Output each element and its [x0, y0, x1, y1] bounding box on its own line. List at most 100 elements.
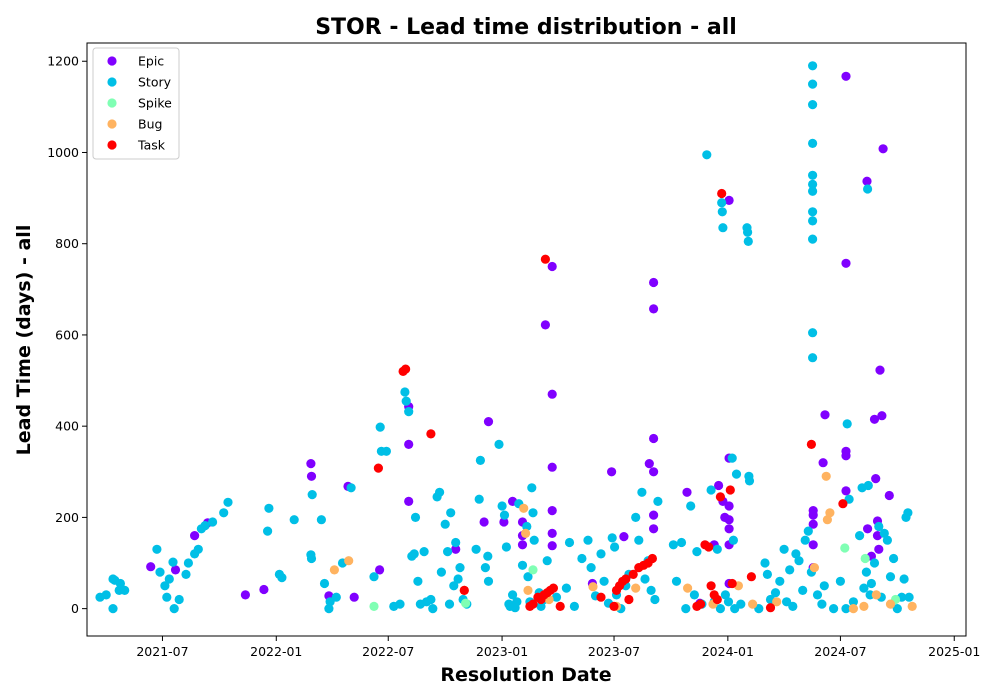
point-story-15 [174, 594, 184, 605]
point-epic-58 [820, 410, 830, 420]
point-story-129 [692, 547, 702, 557]
point-story-202 [889, 553, 899, 564]
point-story-134 [712, 544, 722, 554]
point-task-21 [624, 594, 634, 605]
point-story-193 [863, 480, 873, 491]
point-epic-61 [841, 258, 851, 268]
x-tick-label-6: 2024-07 [814, 644, 866, 659]
point-story-191 [861, 567, 872, 577]
point-story-71 [471, 544, 481, 554]
point-spike-0 [369, 601, 379, 612]
point-bug-1 [344, 556, 354, 566]
point-task-38 [746, 572, 757, 582]
point-story-57 [428, 604, 438, 614]
point-story-10 [160, 581, 170, 591]
point-epic-22 [517, 540, 528, 550]
y-tick-label-4: 800 [55, 236, 79, 251]
point-story-195 [866, 578, 877, 589]
point-story-40 [369, 572, 379, 582]
point-story-54 [419, 547, 429, 557]
point-story-208 [904, 592, 914, 602]
point-story-78 [497, 501, 507, 511]
point-story-85 [512, 597, 522, 607]
legend: Epic Story Spike Bug Task [92, 47, 180, 160]
point-epic-59 [818, 458, 828, 468]
point-story-16 [181, 569, 191, 580]
y-tick-label-0: 0 [71, 601, 79, 616]
point-story-45 [395, 599, 405, 609]
point-story-203 [892, 604, 902, 614]
point-story-141 [727, 453, 737, 463]
point-bug-16 [809, 563, 820, 573]
point-task-4 [459, 585, 469, 596]
point-task-13 [548, 583, 559, 593]
point-story-12 [164, 574, 174, 584]
point-task-22 [628, 569, 638, 580]
point-story-66 [451, 537, 461, 548]
point-story-124 [671, 576, 682, 586]
point-epic-48 [724, 501, 734, 511]
point-story-13 [168, 557, 178, 567]
point-story-76 [483, 576, 494, 586]
point-bug-8 [588, 582, 598, 592]
point-epic-36 [649, 433, 659, 444]
x-tick-label-1: 2022-01 [250, 644, 302, 659]
point-story-23 [219, 508, 229, 518]
y-tick-label-3: 600 [55, 327, 79, 342]
point-epic-7 [306, 471, 317, 481]
point-story-160 [788, 601, 798, 612]
legend-label-epic: Epic [138, 54, 164, 69]
point-story-176 [808, 234, 818, 244]
point-story-157 [779, 544, 789, 554]
point-task-35 [717, 188, 727, 199]
point-story-98 [551, 592, 562, 602]
point-story-1 [101, 590, 111, 600]
point-task-37 [727, 578, 737, 589]
point-epic-28 [547, 528, 557, 539]
legend-label-bug: Bug [138, 117, 162, 132]
point-epic-43 [714, 480, 724, 491]
point-story-14 [169, 604, 179, 614]
point-bug-21 [859, 601, 869, 612]
point-bug-14 [748, 599, 758, 609]
point-story-169 [808, 100, 818, 110]
point-epic-70 [874, 544, 884, 554]
legend-marker-story [107, 77, 117, 87]
point-story-59 [435, 487, 445, 497]
point-task-16 [609, 601, 619, 612]
point-bug-17 [821, 471, 831, 481]
point-story-31 [306, 553, 317, 564]
legend-marker-spike [107, 98, 117, 108]
y-tick-label-5: 1000 [47, 145, 79, 160]
point-story-177 [808, 328, 818, 338]
point-story-121 [650, 594, 660, 605]
point-story-21 [200, 521, 210, 531]
point-story-144 [731, 469, 742, 479]
point-spike-1 [461, 598, 471, 608]
point-bug-23 [885, 599, 896, 609]
points-layer [95, 61, 917, 614]
point-epic-34 [649, 277, 659, 288]
point-story-8 [152, 544, 162, 554]
point-bug-19 [825, 508, 835, 518]
point-task-15 [596, 592, 606, 602]
point-epic-55 [808, 519, 818, 529]
point-story-126 [681, 604, 691, 614]
point-story-101 [569, 601, 580, 612]
point-task-26 [647, 553, 658, 564]
point-story-147 [743, 227, 753, 237]
point-story-52 [413, 576, 423, 586]
y-axis-label: Lead Time (days) - all [13, 225, 35, 456]
point-story-118 [640, 574, 650, 584]
point-epic-67 [871, 474, 881, 484]
point-epic-33 [644, 459, 654, 469]
x-axis-ticks: 2021-07 2022-01 2022-07 2023-01 2023-07 2024-… [136, 636, 980, 659]
point-story-95 [536, 601, 546, 612]
point-story-181 [819, 581, 829, 591]
point-bug-22 [871, 590, 881, 600]
point-story-142 [728, 535, 739, 545]
point-story-74 [480, 563, 490, 573]
point-story-180 [817, 599, 827, 609]
x-tick-label-7: 2025-01 [928, 644, 980, 659]
point-story-165 [803, 526, 813, 536]
